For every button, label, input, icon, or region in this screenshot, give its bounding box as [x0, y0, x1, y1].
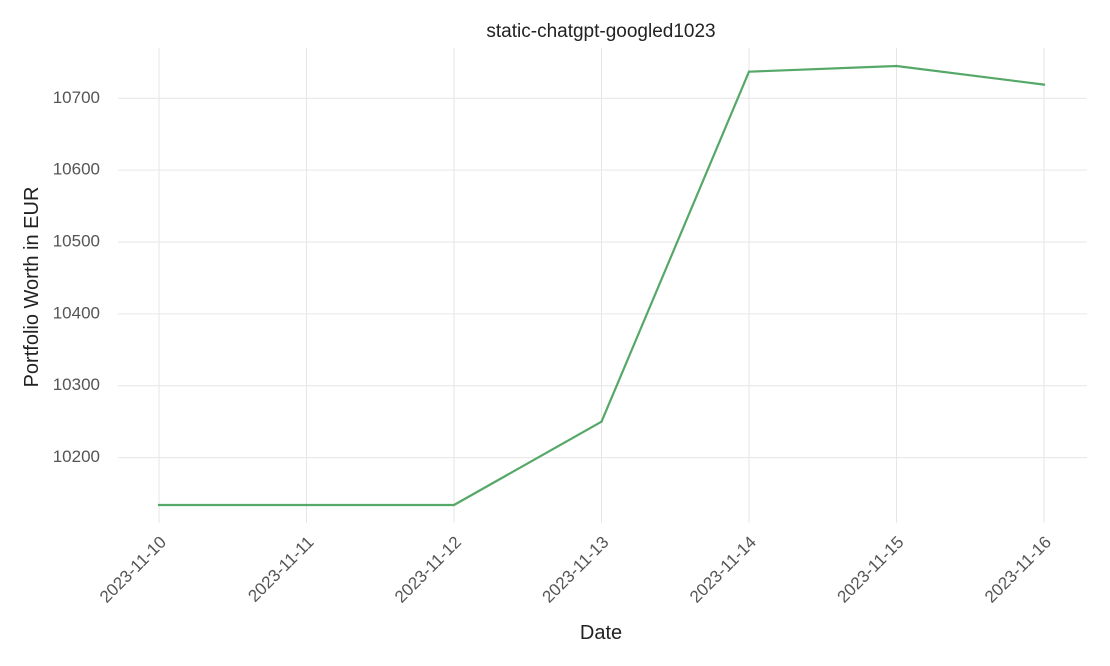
y-tick-label: 10400 [53, 303, 100, 322]
data-point [600, 420, 603, 423]
x-tick-label: 2023-11-10 [96, 533, 170, 607]
chart-title: static-chatgpt-googled1023 [486, 21, 715, 42]
y-tick-labels: 10200 10300 10400 10500 10600 10700 [53, 88, 100, 466]
data-point [747, 70, 751, 73]
data-point [895, 64, 898, 68]
data-point [452, 503, 456, 507]
x-grid-lines [158, 48, 1045, 523]
y-grid-lines [118, 97, 1087, 459]
data-point [157, 503, 161, 507]
x-axis-title: Date [580, 622, 622, 644]
x-tick-label: 2023-11-12 [391, 533, 465, 607]
data-point [1042, 83, 1046, 86]
y-axis-title: Portfolio Worth in EUR [21, 187, 43, 388]
data-point [305, 503, 308, 507]
x-tick-label: 2023-11-16 [981, 533, 1055, 607]
x-tick-label: 2023-11-11 [244, 533, 317, 606]
y-tick-label: 10500 [53, 232, 100, 251]
x-tick-labels: 2023-11-10 2023-11-11 2023-11-12 2023-11-13… [96, 533, 1055, 607]
x-tick-label: 2023-11-13 [538, 533, 612, 607]
y-tick-label: 10300 [53, 375, 100, 394]
y-tick-label: 10700 [53, 88, 100, 107]
x-tick-label: 2023-11-14 [686, 533, 760, 607]
y-tick-label: 10200 [53, 447, 100, 466]
series-layer [157, 64, 1046, 507]
y-tick-label: 10600 [53, 160, 100, 179]
x-tick-label: 2023-11-15 [833, 533, 907, 607]
